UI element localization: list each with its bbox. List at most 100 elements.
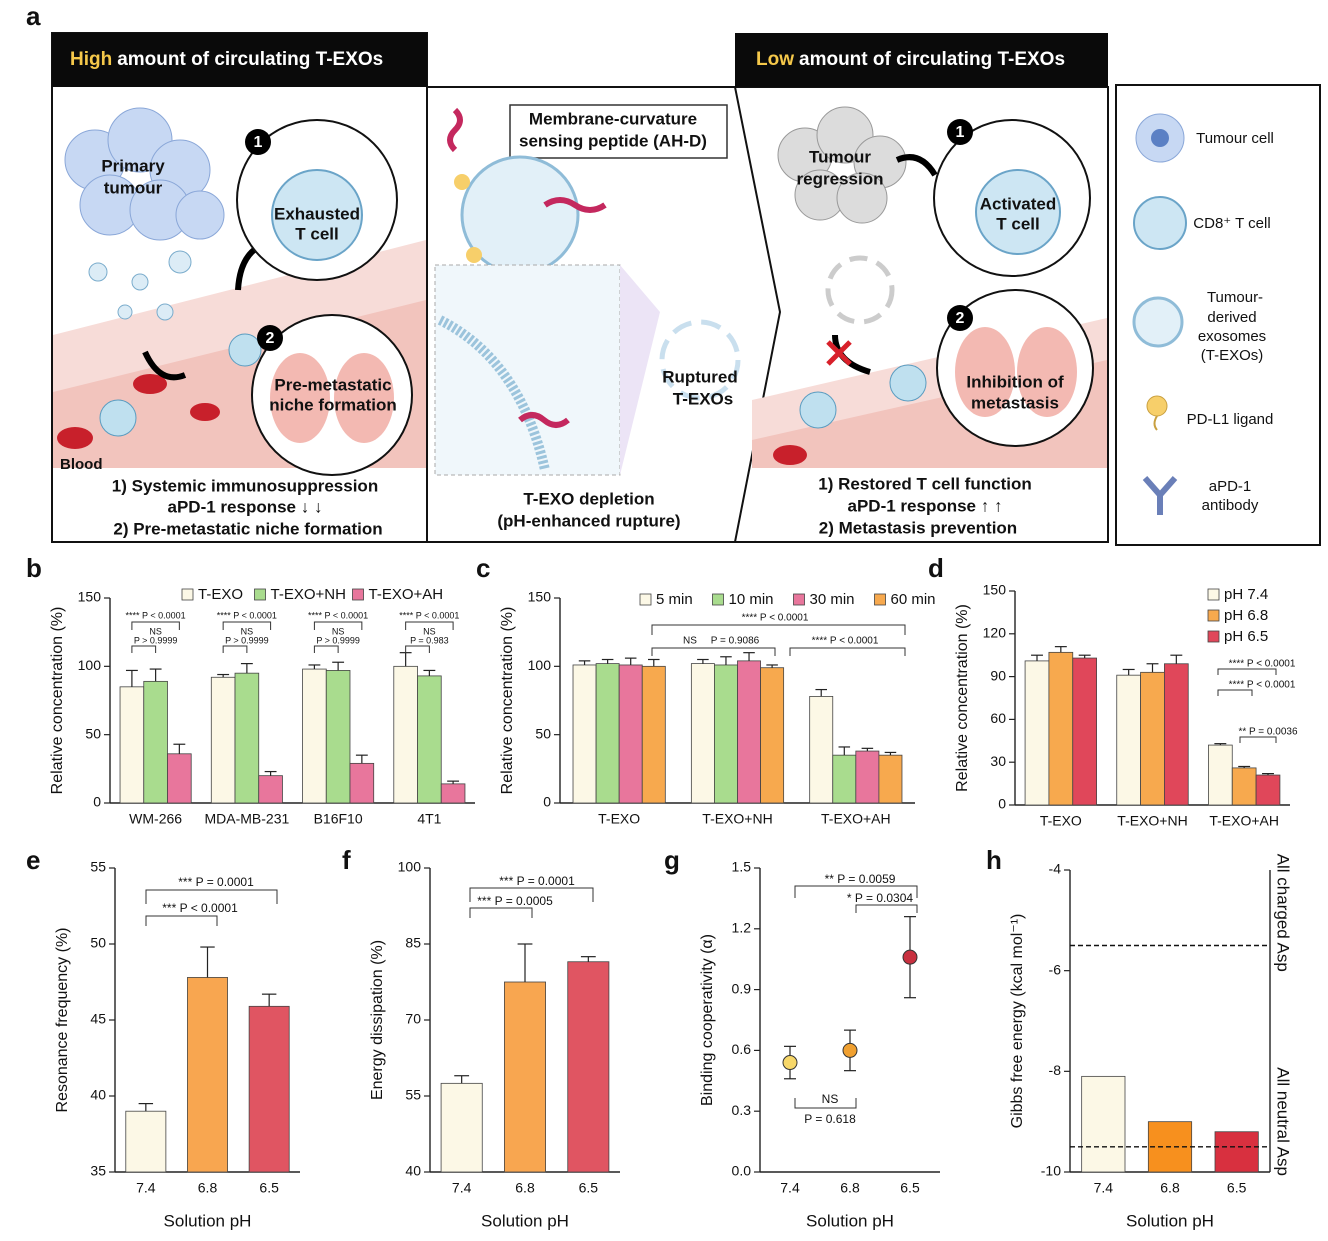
y-tick-label: 40 [90, 1087, 106, 1103]
label: T cell [996, 214, 1039, 233]
y-axis-label: Relative concentration (%) [954, 604, 971, 792]
ligand [454, 174, 470, 190]
x-tick-label: T-EXO+AH [1209, 813, 1279, 829]
annotation: NS [822, 1092, 839, 1106]
y-tick-label: 85 [405, 935, 421, 951]
annotation: ** P = 0.0036 [1238, 727, 1297, 738]
blood-cell [57, 427, 93, 449]
bar [349, 762, 375, 804]
lung [955, 327, 1015, 417]
bracket [794, 1098, 857, 1109]
bar [440, 1082, 483, 1173]
x-tick-label: 7.4 [452, 1180, 472, 1196]
panel-label: g [664, 845, 680, 875]
exosomes [88, 250, 192, 321]
bar [258, 775, 283, 804]
legend-icon [1142, 476, 1178, 515]
legend-label: T-EXO+AH [369, 586, 444, 603]
x-tick-label: 7.4 [1094, 1180, 1114, 1196]
x-tick-label: 4T1 [417, 811, 441, 827]
y-tick-label: 45 [90, 1011, 106, 1027]
panel-label: b [26, 553, 42, 583]
peptide [447, 107, 463, 153]
y-tick-label: 0.3 [732, 1102, 752, 1118]
annotation: ** P = 0.0059 [825, 872, 896, 886]
significance: P > 0.9999 [134, 635, 178, 645]
arrow [895, 154, 938, 177]
legend-label: 5 min [656, 591, 693, 608]
legend-label: T-EXO+NH [271, 586, 346, 603]
bar [1208, 744, 1233, 806]
step-number: 1 [956, 124, 965, 141]
legend-label: aPD-1 [1209, 478, 1252, 495]
note: aPD-1 response ↑ ↑ [848, 496, 1003, 515]
bar [234, 672, 260, 804]
legend-label: derived [1207, 309, 1256, 326]
bar [760, 667, 785, 804]
annotation: *** P = 0.0001 [178, 875, 254, 889]
bar [878, 754, 903, 804]
annotation: NS [683, 636, 697, 647]
y-tick-label: 60 [990, 710, 1006, 726]
annotation: *** P = 0.0005 [477, 894, 553, 908]
bracket [222, 645, 248, 653]
bar [572, 664, 597, 804]
x-tick-label: 6.8 [198, 1180, 218, 1196]
bracket [405, 621, 454, 630]
bar [595, 663, 620, 804]
legend-swatch [712, 593, 724, 606]
bar [690, 663, 715, 804]
bar [119, 686, 145, 804]
x-tick-label: B16F10 [314, 811, 363, 827]
y-tick-label: 55 [405, 1087, 421, 1103]
bar [393, 665, 418, 804]
y-tick-label: 40 [405, 1163, 421, 1179]
bracket [469, 887, 594, 902]
significance: NS [423, 626, 436, 636]
x-tick-label: 6.5 [900, 1180, 920, 1196]
bar [417, 675, 442, 804]
tumour-cluster [64, 107, 225, 241]
legend-label: exosomes [1198, 328, 1266, 345]
significance: NS [241, 626, 254, 636]
bracket [405, 645, 430, 653]
label: Pre-metastatic [274, 375, 391, 394]
y-tick-label: 150 [78, 589, 102, 605]
legend-icon [1153, 415, 1158, 431]
x-axis-label: Solution pH [164, 1211, 252, 1230]
legend-swatch [874, 593, 886, 606]
bar [143, 680, 168, 804]
peptide [543, 197, 607, 213]
legend-swatch [1207, 588, 1220, 601]
bar [737, 660, 761, 804]
x-tick-label: 6.8 [515, 1180, 535, 1196]
bar [1024, 660, 1050, 806]
label: Tumour [809, 147, 871, 166]
zoom-box [434, 264, 621, 476]
annotation: P = 0.618 [804, 1112, 856, 1126]
bar [714, 664, 738, 804]
bar [641, 665, 666, 804]
t-cell [889, 364, 927, 402]
y-axis-label: Relative concentration (%) [499, 607, 516, 795]
ruptured-exosome [825, 255, 895, 325]
x-tick-label: 6.8 [1160, 1180, 1180, 1196]
legend-swatch [793, 593, 805, 606]
legend-label: antibody [1202, 497, 1259, 514]
x-tick-label: MDA-MB-231 [204, 811, 289, 827]
annotation: **** P < 0.0001 [812, 636, 879, 647]
legend-icon [1146, 395, 1168, 417]
annotation: **** P < 0.0001 [1229, 659, 1296, 670]
bracket [313, 621, 363, 630]
significance: P = 0.983 [410, 635, 449, 645]
bar [187, 977, 228, 1173]
bar [440, 783, 466, 804]
note: 2) Metastasis prevention [819, 518, 1017, 537]
x-tick-label: WM-266 [129, 811, 182, 827]
y-axis-label: Relative concentration (%) [49, 607, 66, 795]
bar [302, 668, 327, 804]
step-badge [947, 305, 973, 331]
panel-label: f [342, 845, 351, 875]
x-tick-label: T-EXO [598, 811, 640, 827]
step-number: 1 [254, 134, 263, 151]
